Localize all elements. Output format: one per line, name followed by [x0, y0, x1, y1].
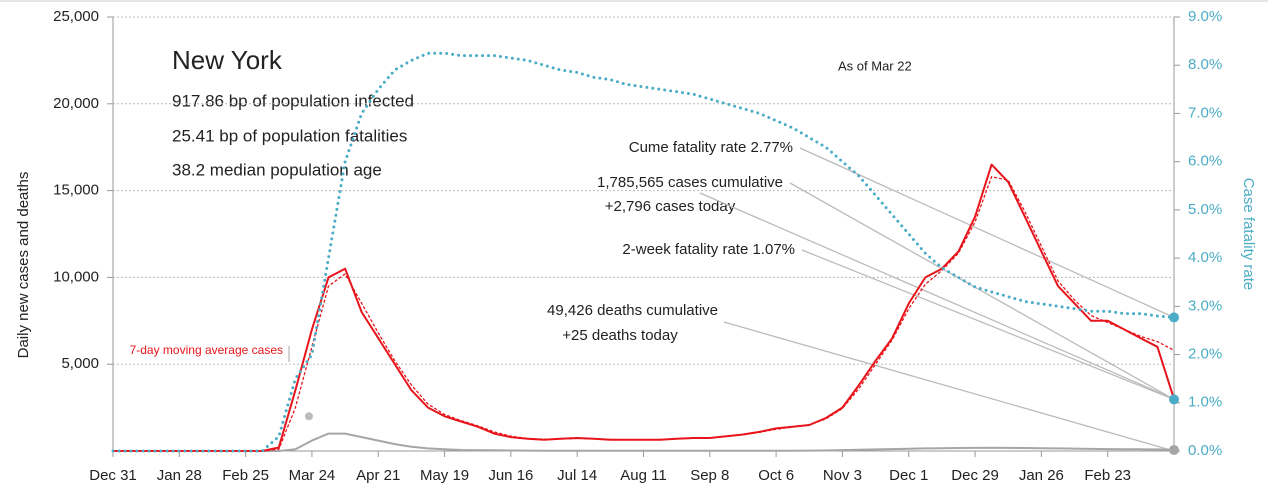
annotation: +2,796 cases today	[605, 198, 736, 215]
y2-tick-label: 7.0%	[1188, 104, 1222, 121]
y-tick-label: 15,000	[53, 182, 99, 199]
annotation: 1,785,565 cases cumulative	[597, 174, 783, 191]
y2-tick-label: 1.0%	[1188, 394, 1222, 411]
annotation: +25 deaths today	[562, 327, 678, 344]
y2-tick-label: 4.0%	[1188, 249, 1222, 266]
x-tick-label: Jun 16	[488, 467, 533, 484]
leader-line	[799, 147, 1175, 319]
series-line	[111, 51, 1176, 453]
annotation: 49,426 deaths cumulative	[547, 302, 718, 319]
x-tick-label: Feb 23	[1084, 467, 1131, 484]
y-tick-label: 5,000	[61, 355, 99, 372]
subtitle: 25.41 bp of population fatalities	[172, 126, 407, 145]
as-of: As of Mar 22	[838, 58, 912, 73]
y2-tick-label: 5.0%	[1188, 201, 1222, 218]
x-tick-label: Sep 8	[690, 467, 729, 484]
x-tick-label: Dec 1	[889, 467, 928, 484]
leader-line	[801, 249, 1175, 401]
y-axis-label: Daily new cases and deaths	[15, 172, 32, 359]
y2-axis-label: Case fatality rate	[1240, 178, 1257, 291]
x-tick-label: May 19	[420, 467, 469, 484]
x-tick-label: Jan 28	[157, 467, 202, 484]
x-tick-label: Apr 21	[356, 467, 400, 484]
y-tick-label: 10,000	[53, 268, 99, 285]
leader-line	[723, 321, 1175, 452]
x-tick-label: Nov 3	[823, 467, 862, 484]
leader-line	[789, 182, 1175, 400]
leader-line	[699, 192, 1175, 400]
end-marker	[1169, 444, 1179, 455]
x-tick-label: Dec 31	[89, 467, 137, 484]
y2-tick-label: 8.0%	[1188, 56, 1222, 73]
chart-title: New York	[172, 45, 283, 75]
y2-tick-label: 3.0%	[1188, 297, 1222, 314]
y2-tick-label: 0.0%	[1188, 442, 1222, 459]
annotation: 2-week fatality rate 1.07%	[622, 241, 795, 258]
series-line	[113, 432, 1175, 452]
y-tick-label: 20,000	[53, 95, 99, 112]
annotation: Cume fatality rate 2.77%	[629, 139, 793, 156]
subtitle: 38.2 median population age	[172, 160, 382, 179]
x-tick-label: Jan 26	[1019, 467, 1064, 484]
subtitle: 917.86 bp of population infected	[172, 91, 414, 110]
x-tick-label: Aug 11	[620, 467, 666, 484]
x-tick-label: Mar 24	[289, 467, 336, 484]
x-tick-label: Dec 29	[951, 467, 999, 484]
x-tick-label: Jul 14	[557, 467, 597, 484]
series-line	[112, 176, 1175, 452]
end-marker	[1169, 394, 1179, 405]
y-tick-label: 25,000	[53, 8, 99, 25]
series-line	[113, 163, 1175, 452]
y2-tick-label: 6.0%	[1188, 153, 1222, 170]
y2-tick-label: 2.0%	[1188, 346, 1222, 363]
x-tick-label: Feb 25	[222, 467, 269, 484]
end-marker	[1169, 312, 1179, 323]
annotation: 7-day moving average cases	[130, 343, 283, 357]
x-tick-label: Oct 6	[758, 467, 794, 484]
y2-tick-label: 9.0%	[1188, 8, 1222, 25]
label-marker	[304, 412, 313, 421]
